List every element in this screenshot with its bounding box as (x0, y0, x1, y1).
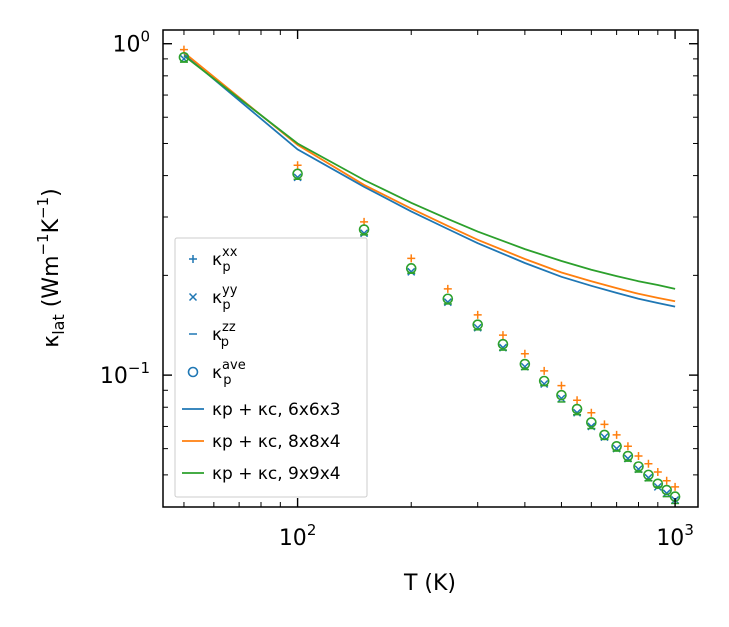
point-xx (634, 452, 643, 461)
x-tick-label: 103 (656, 521, 694, 551)
point-ave (519, 358, 531, 370)
line-series-6x6x3 (183, 53, 676, 308)
point-xx (293, 161, 302, 170)
point-xx (662, 476, 671, 485)
point-ave (643, 469, 654, 481)
point-ave (178, 51, 190, 63)
point-ave (622, 450, 634, 462)
point-ave (556, 389, 567, 401)
legend-label-8x8x4: κp + κc, 8x8x4 (212, 432, 341, 452)
legend-label-xx: κxx p (212, 245, 238, 275)
point-xx (443, 284, 452, 293)
point-xx (520, 349, 529, 358)
point-yy (557, 394, 566, 403)
y-tick-label: 10−1 (100, 359, 150, 389)
line-series-9x9x4 (183, 54, 676, 290)
x-tick-label: 102 (279, 521, 317, 551)
point-xx (540, 366, 549, 375)
point-ave (292, 168, 303, 180)
point-xx (653, 468, 662, 477)
major-ticks (163, 30, 698, 507)
point-xx (623, 442, 632, 451)
legend-marker-yy (188, 292, 198, 302)
legend-label-yy: κyy p (212, 283, 238, 313)
tick-labels: 102 103 10−1 100 (100, 28, 694, 551)
legend-label-ave: κave p (212, 358, 246, 388)
legend-label-9x9x4: κp + κc, 9x9x4 (212, 464, 341, 484)
point-ave (586, 417, 597, 428)
point-xx (671, 482, 680, 491)
point-ave (405, 263, 417, 274)
point-ave (571, 403, 583, 415)
point-ave (611, 440, 622, 452)
point-yy (407, 267, 416, 276)
point-xx (473, 310, 482, 319)
legend: κxx p κyy p κzz p κave p κp + κc, 6x6x3 κp + κc, … (174, 237, 368, 498)
point-ave (633, 461, 644, 472)
point-ave (442, 293, 454, 305)
legend-label-6x6x3: κp + κc, 6x6x3 (212, 400, 341, 420)
point-xx (573, 396, 582, 405)
legend-label-zz: κzz p (212, 320, 236, 350)
point-xx (498, 331, 507, 340)
legend-marker-xx (189, 255, 197, 263)
point-xx (557, 381, 566, 390)
point-ave (497, 338, 509, 350)
point-yy (540, 379, 549, 389)
x-axis-label: T (K) (403, 571, 456, 596)
point-ave (661, 484, 672, 496)
points-layer (178, 45, 681, 505)
point-xx (612, 430, 621, 439)
point-ave (538, 375, 550, 387)
legend-marker-ave (187, 366, 199, 378)
plot-frame (162, 29, 699, 508)
minor-ticks (163, 30, 698, 507)
point-xx (407, 254, 416, 263)
point-ave (652, 478, 664, 490)
point-xx (587, 408, 596, 417)
point-ave (599, 429, 610, 441)
y-axis-label: κlat (Wm−1K−1) (34, 188, 68, 348)
point-yy (662, 489, 671, 498)
point-xx (644, 459, 653, 468)
line-series-8x8x4 (183, 51, 676, 303)
legend-box (174, 237, 368, 498)
point-xx (600, 420, 609, 429)
point-ave (472, 319, 484, 330)
lines-layer (183, 51, 676, 308)
point-ave (358, 224, 370, 235)
y-tick-label: 100 (112, 28, 150, 58)
